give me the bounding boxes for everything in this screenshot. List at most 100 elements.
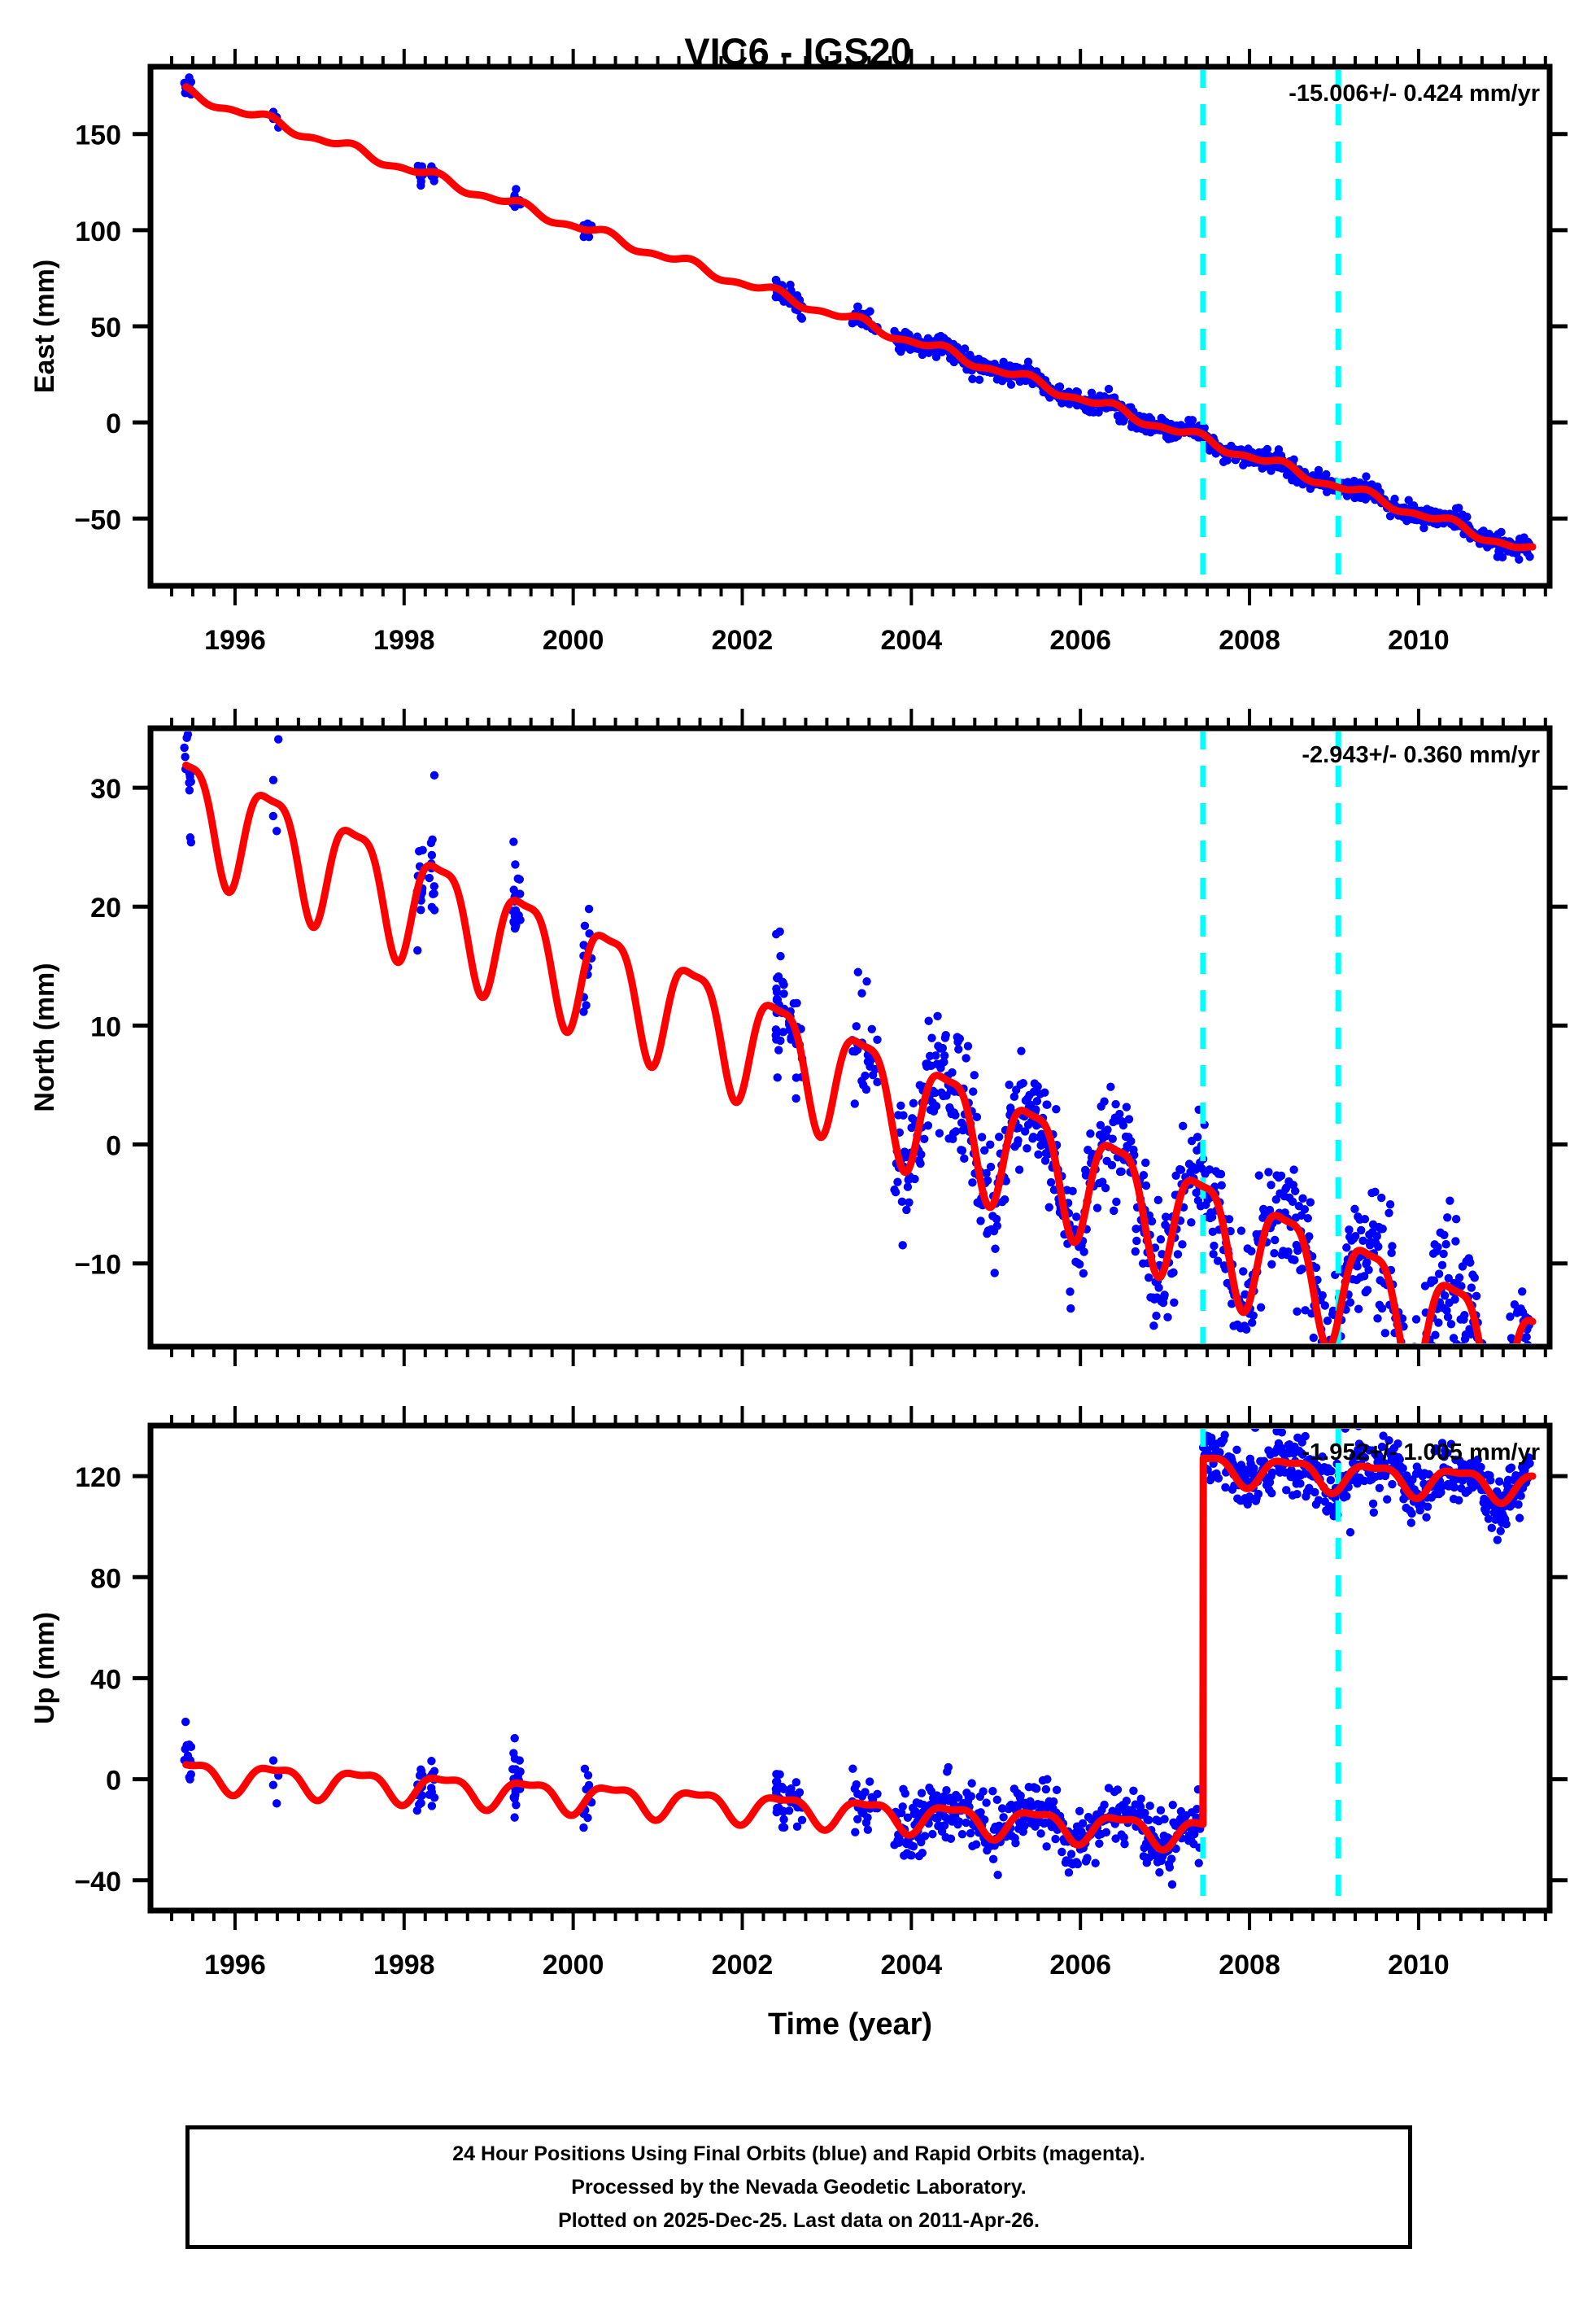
data-point	[1057, 1847, 1066, 1857]
data-point	[977, 1133, 987, 1142]
data-point	[1267, 1181, 1275, 1190]
data-point	[425, 873, 434, 883]
y-tick-label: −50	[74, 504, 121, 535]
data-point	[857, 989, 866, 998]
data-point	[1388, 1479, 1397, 1489]
data-point	[791, 1778, 801, 1787]
data-point	[1368, 1499, 1378, 1509]
data-point	[1296, 1479, 1305, 1488]
data-point	[1522, 1332, 1531, 1342]
data-point	[430, 771, 439, 780]
data-point	[1115, 1109, 1124, 1119]
data-point	[988, 1786, 997, 1796]
data-point	[774, 1046, 783, 1055]
data-point	[920, 1832, 930, 1841]
data-point	[1358, 1236, 1367, 1246]
data-point	[1267, 1260, 1276, 1269]
data-point	[1079, 1247, 1088, 1256]
data-point	[784, 1806, 794, 1815]
data-point	[969, 1087, 978, 1096]
data-point	[1440, 1230, 1449, 1239]
footer-line-1: 24 Hour Positions Using Final Orbits (bl…	[452, 2142, 1145, 2165]
data-point	[1385, 512, 1395, 521]
data-point	[850, 1099, 859, 1108]
data-point	[1043, 1100, 1052, 1109]
data-point	[1402, 1358, 1410, 1366]
data-point	[516, 1767, 525, 1776]
data-point	[1122, 1103, 1132, 1112]
data-point	[948, 1068, 957, 1077]
data-point	[994, 1133, 1004, 1142]
data-point	[918, 1848, 927, 1858]
data-point	[1493, 1535, 1502, 1544]
data-point	[428, 835, 437, 845]
data-point	[430, 1767, 439, 1775]
data-point	[509, 837, 518, 846]
x-tick-label: 2008	[1219, 1950, 1280, 1981]
panel-up: 1996 1998 2000 2002 2004 2006 2008 2010 −40 0 40 80…	[29, 1406, 1568, 2042]
data-point	[1166, 1854, 1176, 1863]
data-point	[970, 1071, 979, 1080]
data-point	[865, 1777, 874, 1786]
data-point	[1382, 1495, 1392, 1504]
data-point	[1326, 1475, 1336, 1485]
data-point	[968, 374, 977, 383]
data-point	[1103, 1125, 1112, 1134]
data-point	[966, 1828, 975, 1838]
data-point	[1518, 1287, 1527, 1296]
data-point	[430, 906, 439, 915]
data-point	[510, 1734, 519, 1743]
data-point	[1247, 1318, 1257, 1327]
data-point	[1101, 1828, 1111, 1837]
y-tick-label: 10	[90, 1011, 121, 1042]
footer-line-3: Plotted on 2025-Dec-25. Last data on 201…	[558, 2208, 1040, 2232]
data-point	[1073, 1859, 1083, 1869]
data-point	[968, 1178, 977, 1187]
data-point	[1377, 1304, 1387, 1313]
data-point	[1108, 1134, 1117, 1143]
data-point	[967, 1779, 976, 1788]
data-point	[430, 882, 439, 891]
data-point	[515, 875, 525, 884]
data-point	[863, 1825, 873, 1834]
data-point	[1354, 1304, 1363, 1313]
data-point	[583, 1813, 592, 1823]
data-point	[1079, 1269, 1088, 1278]
data-point	[1467, 1283, 1476, 1292]
x-tick-label: 2000	[543, 1950, 604, 1981]
data-point	[791, 1094, 800, 1103]
data-point	[1066, 1304, 1075, 1313]
y-tick-label: 0	[106, 1766, 121, 1797]
data-point	[852, 1022, 861, 1031]
data-point	[1122, 1797, 1132, 1806]
data-point	[902, 1205, 911, 1215]
data-point	[1112, 1197, 1121, 1207]
data-point	[1411, 1315, 1421, 1324]
x-tick-label: 2002	[712, 1950, 774, 1981]
data-point	[1168, 1800, 1177, 1810]
data-point	[1514, 1500, 1523, 1509]
data-point	[917, 1150, 926, 1160]
data-point	[1249, 1464, 1258, 1473]
data-point	[971, 1840, 981, 1849]
data-point	[1147, 1216, 1157, 1226]
data-point	[1163, 1312, 1172, 1322]
data-point	[181, 752, 190, 762]
data-point	[1289, 455, 1298, 464]
data-point	[1443, 1213, 1452, 1222]
data-point	[1327, 1466, 1336, 1476]
data-point	[1011, 1838, 1020, 1848]
data-point	[268, 1756, 278, 1765]
data-point	[1320, 1301, 1330, 1310]
data-point	[942, 1785, 951, 1795]
data-point	[1110, 1206, 1119, 1216]
data-point	[1525, 552, 1534, 561]
data-point	[941, 1030, 950, 1040]
data-point	[272, 1799, 281, 1808]
data-point	[1152, 1311, 1161, 1321]
data-point	[510, 1813, 519, 1822]
data-point	[988, 1854, 998, 1863]
data-point	[861, 1788, 870, 1797]
data-point	[1107, 1160, 1117, 1170]
data-point	[966, 1792, 976, 1801]
